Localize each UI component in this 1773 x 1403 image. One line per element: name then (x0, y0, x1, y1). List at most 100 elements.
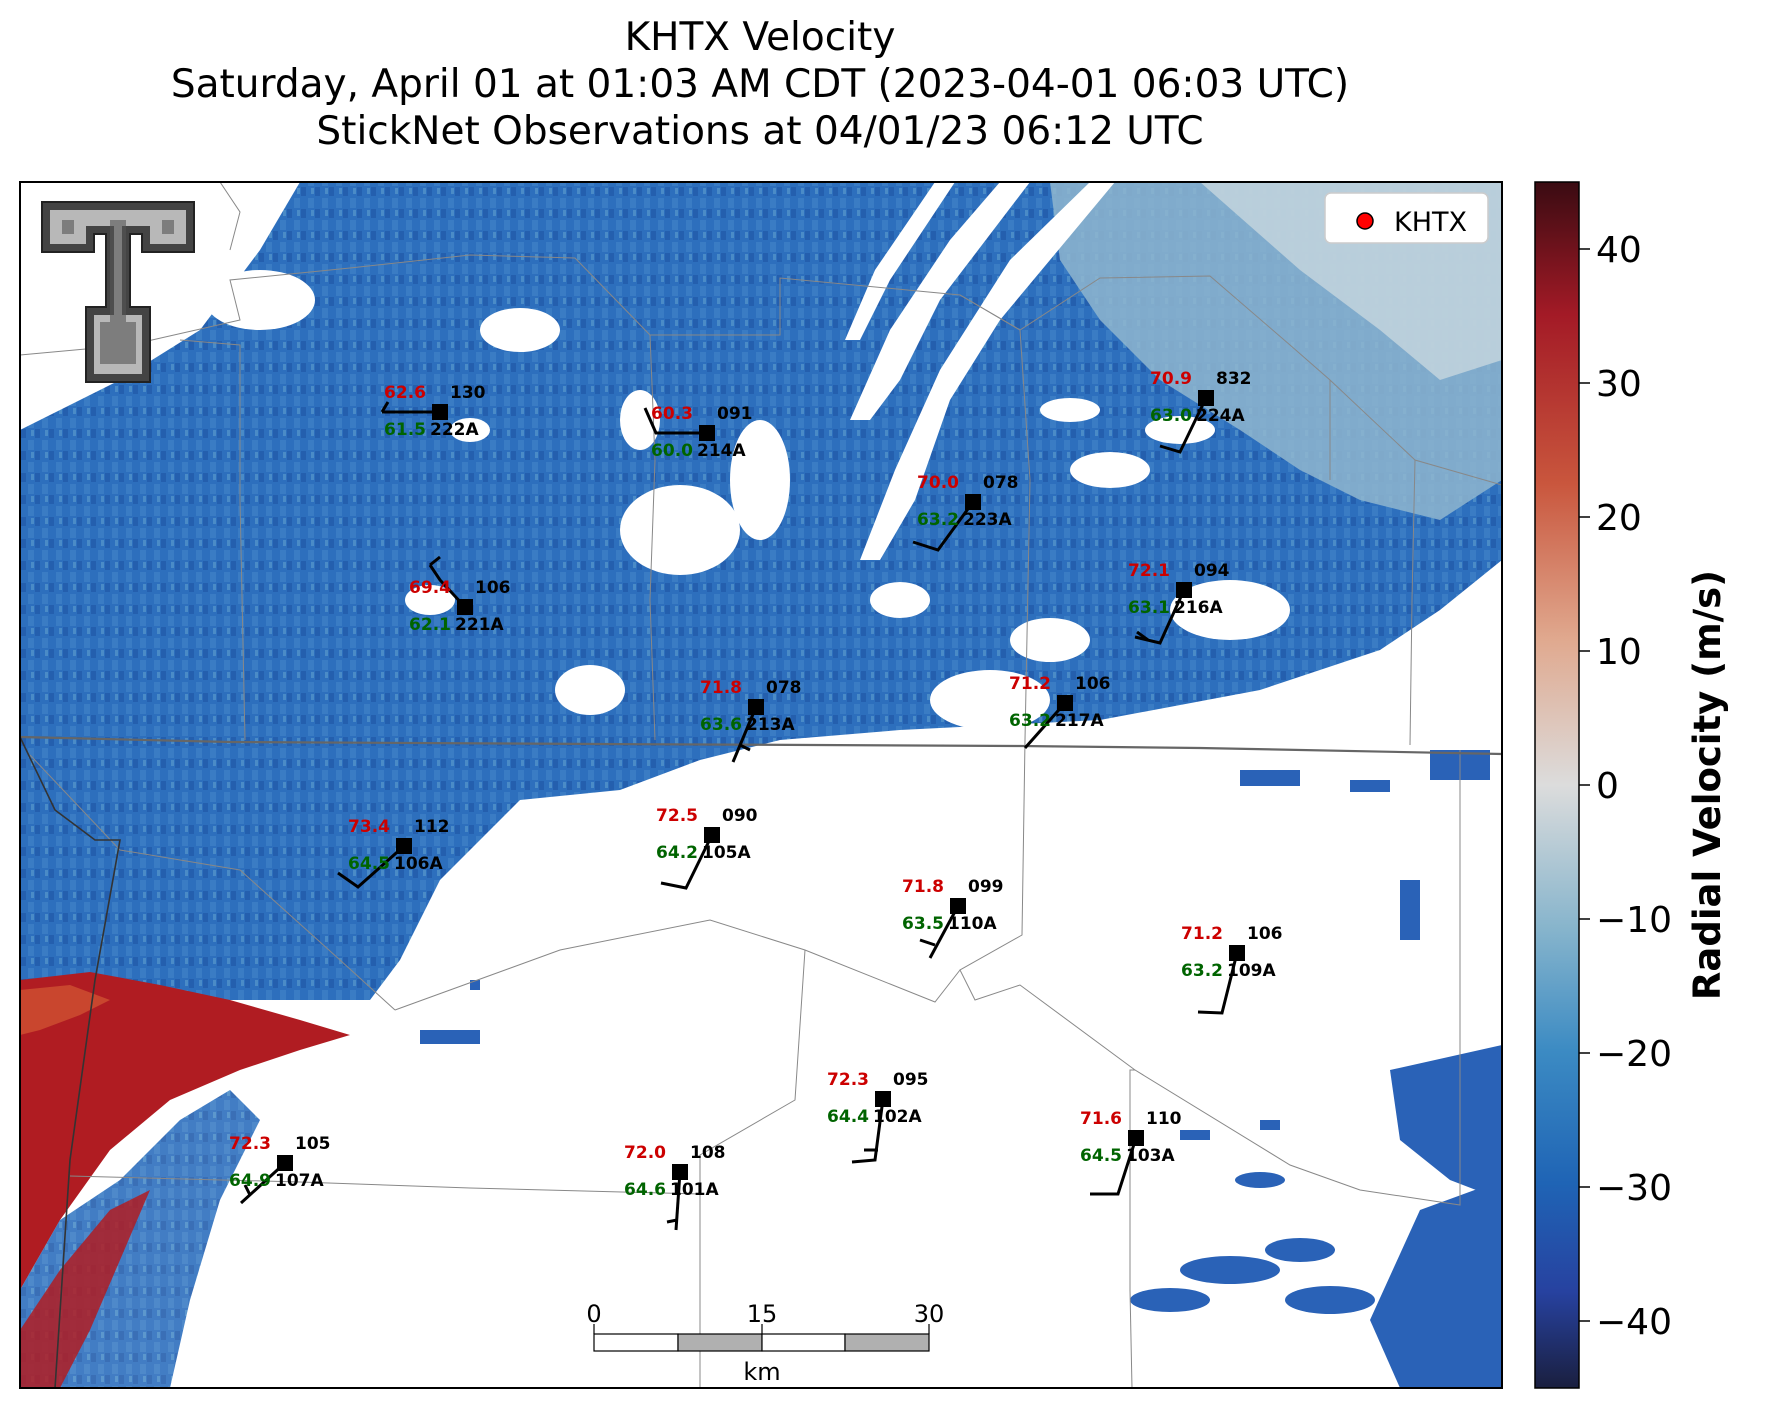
station-marker-icon (1057, 695, 1073, 711)
title-line-2: Saturday, April 01 at 01:03 AM CDT (2023… (170, 62, 1350, 107)
station-temperature: 71.8 (902, 877, 944, 897)
colorbar-tick-label: 20 (1596, 498, 1642, 539)
station-temperature: 71.2 (1181, 924, 1223, 944)
colorbar-label: Radial Velocity (m/s) (1686, 570, 1729, 1000)
station-wind-direction: 095 (893, 1070, 929, 1090)
southwest-outbound-streaks (20, 1190, 150, 1388)
scale-segment-4 (844, 1333, 930, 1352)
station-marker-icon (396, 838, 412, 854)
scale-unit: km (743, 1358, 780, 1386)
station-dewpoint: 60.0 (651, 441, 693, 461)
wind-barb (1197, 952, 1239, 1015)
station-wind-direction: 078 (766, 678, 802, 698)
station-wind-direction: 090 (722, 806, 758, 826)
station-marker-icon (672, 1164, 688, 1180)
map-legend: KHTX (1324, 192, 1489, 244)
colorbar-tick-label: −20 (1596, 1034, 1672, 1075)
scale-segment-1 (593, 1333, 679, 1352)
western-boundary (20, 736, 121, 1388)
state-boundary (20, 735, 1502, 756)
station-dewpoint: 62.1 (409, 615, 451, 635)
wind-barb-flag (1136, 630, 1149, 642)
colorbar: 40 30 20 10 0 −10 −20 −30 −40 Radial Velocity (m… (1534, 181, 1729, 1389)
station-marker-icon (950, 898, 966, 914)
outbound-velocity-region (20, 972, 350, 1290)
station-marker-icon (1128, 1130, 1144, 1146)
station-marker-icon (704, 827, 720, 843)
station-dewpoint: 63.2 (917, 510, 959, 530)
wind-barb-flag (243, 1184, 252, 1196)
map-frame (19, 181, 1503, 1389)
khtx-marker-icon (1356, 212, 1374, 230)
logo-double-t-core (62, 220, 174, 364)
station-temperature: 71.8 (700, 678, 742, 698)
station-id: 224A (1196, 406, 1245, 426)
station-temperature: 72.1 (1128, 561, 1170, 581)
station-wind-direction: 130 (450, 383, 486, 403)
station-marker-icon (748, 699, 764, 715)
station-id: 103A (1126, 1146, 1175, 1166)
legend-frame (1324, 192, 1489, 244)
station-id: 105A (702, 843, 751, 863)
scale-segment-2 (677, 1333, 763, 1352)
station-dewpoint: 63.5 (902, 914, 944, 934)
wind-barb (660, 834, 714, 890)
title-line-1: KHTX Velocity (624, 15, 896, 60)
station-id: 110A (948, 914, 997, 934)
wind-barb-flag (666, 1218, 678, 1224)
station-110a: 71.8 099 63.5 110A (902, 877, 1004, 959)
colorbar-ticks: 40 30 20 10 0 −10 −20 −30 −40 (1579, 230, 1672, 1343)
colorbar-tick-label: −10 (1596, 900, 1672, 941)
station-109a: 71.2 106 63.2 109A (1181, 924, 1283, 1015)
station-107a: 72.3 105 64.9 107A (229, 1134, 331, 1205)
wind-barb (337, 844, 405, 889)
station-dewpoint: 63.6 (700, 715, 742, 735)
scale-tick-30: 30 (914, 1300, 945, 1328)
station-temperature: 72.0 (624, 1143, 666, 1163)
station-id: 213A (746, 715, 795, 735)
texas-tech-logo (41, 201, 195, 383)
station-marker-icon (457, 599, 473, 615)
station-dewpoint: 64.2 (656, 843, 698, 863)
station-wind-direction: 105 (295, 1134, 331, 1154)
station-wind-direction: 099 (968, 877, 1004, 897)
wind-barb (731, 706, 758, 763)
scale-tick-15: 15 (747, 1300, 778, 1328)
station-wind-direction: 112 (414, 817, 450, 837)
station-temperature: 72.5 (656, 806, 698, 826)
station-id: 101A (670, 1180, 719, 1200)
scale-tick-0: 0 (586, 1300, 601, 1328)
station-wind-direction: 078 (983, 473, 1019, 493)
station-102a: 72.3 095 64.4 102A (827, 1070, 929, 1164)
station-marker-icon (875, 1091, 891, 1107)
station-221a: 69.4 106 62.1 221A (409, 555, 511, 635)
station-id: 214A (697, 441, 746, 461)
station-dewpoint: 64.9 (229, 1171, 271, 1191)
station-wind-direction: 106 (475, 578, 511, 598)
station-id: 109A (1227, 961, 1276, 981)
station-213a: 71.8 078 63.6 213A (700, 678, 802, 763)
station-temperature: 70.9 (1150, 369, 1192, 389)
legend-label: KHTX (1394, 207, 1467, 238)
county-boundaries (20, 182, 1502, 1388)
title-line-3: StickNet Observations at 04/01/23 06:12 … (316, 109, 1204, 154)
station-dewpoint: 61.5 (384, 420, 426, 440)
wind-barb (643, 407, 707, 435)
station-marker-icon (1176, 582, 1192, 598)
station-temperature: 62.6 (384, 383, 426, 403)
station-marker-icon (1229, 945, 1245, 961)
station-222a: 62.6 130 61.5 222A (380, 383, 486, 440)
station-id: 223A (963, 510, 1012, 530)
station-wind-direction: 091 (717, 404, 753, 424)
station-dewpoint: 63.2 (1181, 961, 1223, 981)
radar-map (20, 182, 1502, 1388)
wind-barb (1159, 397, 1208, 454)
station-dewpoint: 63.1 (1128, 598, 1170, 618)
southeast-echoes (1130, 1045, 1502, 1388)
colorbar-tick-label: 10 (1596, 632, 1642, 673)
station-wind-direction: 832 (1216, 369, 1252, 389)
wind-barb-flag (429, 555, 441, 567)
figure-title: KHTX Velocity Saturday, April 01 at 01:0… (0, 14, 1520, 155)
station-217a: 71.2 106 63.2 217A (1009, 674, 1111, 749)
colorbar-tick-label: 40 (1596, 230, 1642, 271)
